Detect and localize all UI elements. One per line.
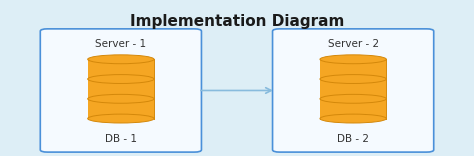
Bar — [320, 79, 386, 99]
FancyBboxPatch shape — [40, 29, 201, 152]
Text: Server - 2: Server - 2 — [328, 39, 379, 49]
Bar — [88, 59, 154, 79]
Bar — [88, 99, 154, 119]
Ellipse shape — [88, 75, 154, 83]
Bar — [88, 79, 154, 99]
Text: Implementation Diagram: Implementation Diagram — [130, 14, 344, 29]
Bar — [320, 99, 386, 119]
Ellipse shape — [320, 75, 386, 83]
Ellipse shape — [88, 94, 154, 103]
Ellipse shape — [320, 94, 386, 103]
Bar — [320, 59, 386, 79]
Ellipse shape — [320, 55, 386, 64]
Ellipse shape — [88, 114, 154, 123]
Ellipse shape — [88, 55, 154, 64]
Text: DB - 2: DB - 2 — [337, 134, 369, 144]
Text: Server - 1: Server - 1 — [95, 39, 146, 49]
Text: DB - 1: DB - 1 — [105, 134, 137, 144]
Ellipse shape — [320, 114, 386, 123]
FancyBboxPatch shape — [273, 29, 434, 152]
